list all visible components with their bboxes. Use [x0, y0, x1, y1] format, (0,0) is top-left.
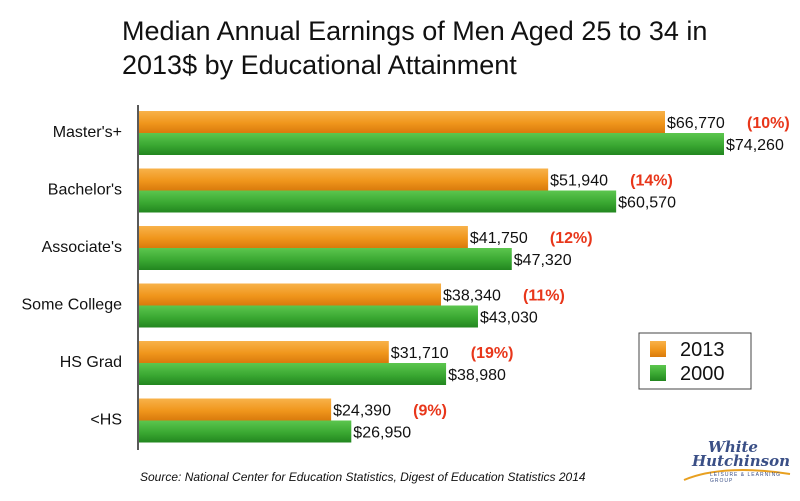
legend-swatch-2013	[650, 341, 666, 357]
legend-label-2013: 2013	[680, 339, 725, 361]
category-label: Bachelor's	[48, 182, 122, 199]
pct-change-annotation: (14%)	[630, 173, 673, 190]
bar-2013	[139, 226, 468, 248]
value-label-2000: $74,260	[726, 137, 784, 154]
category-label: Master's+	[53, 124, 122, 141]
source-note: Source: National Center for Education St…	[140, 470, 586, 484]
white-hutchinson-logo: White Hutchinson Leisure & Learning Grou…	[682, 436, 794, 496]
pct-change-annotation: (10%)	[747, 115, 790, 132]
bars-layer	[139, 111, 724, 443]
bar-2000	[139, 248, 512, 270]
category-label: <HS	[90, 412, 122, 429]
bar-2000	[139, 420, 352, 443]
pct-change-annotation: (19%)	[471, 345, 514, 362]
bar-2000	[139, 305, 478, 328]
bar-2013	[139, 398, 332, 421]
category-label: Some College	[22, 297, 123, 314]
bar-2000	[139, 190, 617, 213]
logo-line2: Hutchinson	[692, 452, 791, 470]
value-label-2000: $47,320	[514, 252, 572, 269]
bar-2013	[139, 341, 389, 363]
pct-change-annotation: (9%)	[413, 403, 447, 420]
value-label-2000: $43,030	[480, 310, 538, 327]
bar-2013	[139, 168, 549, 191]
logo-line1: White	[708, 438, 758, 456]
value-label-2000: $26,950	[353, 425, 411, 442]
bar-2000	[139, 363, 447, 385]
bar-2013	[139, 283, 442, 306]
pct-change-annotation: (11%)	[523, 288, 565, 305]
bar-2000	[139, 133, 724, 155]
value-label-2013: $38,340	[443, 288, 501, 305]
value-label-2013: $41,750	[470, 230, 528, 247]
legend-label-2000: 2000	[680, 363, 725, 385]
logo-tagline: Leisure & Learning Group	[710, 472, 782, 484]
value-label-2000: $60,570	[618, 195, 676, 212]
pct-change-annotation: (12%)	[550, 230, 593, 247]
value-label-2013: $24,390	[333, 403, 391, 420]
value-label-2000: $38,980	[448, 367, 506, 384]
logo-swoosh-icon	[683, 469, 791, 481]
value-labels: $66,770 (10%) $74,260 $51,940 (14%) $60,570 $4…	[333, 115, 790, 442]
value-label-2013: $66,770	[667, 115, 725, 132]
category-label: Associate's	[42, 239, 122, 256]
value-label-2013: $51,940	[550, 173, 608, 190]
bar-2013	[139, 111, 665, 133]
value-label-2013: $31,710	[391, 345, 449, 362]
legend-swatch-2000	[650, 365, 666, 381]
category-labels: Master's+ Bachelor's Associate's Some Colle…	[22, 124, 123, 429]
category-label: HS Grad	[60, 354, 122, 371]
chart-title: Median Annual Earnings of Men Aged 25 to…	[122, 16, 708, 80]
